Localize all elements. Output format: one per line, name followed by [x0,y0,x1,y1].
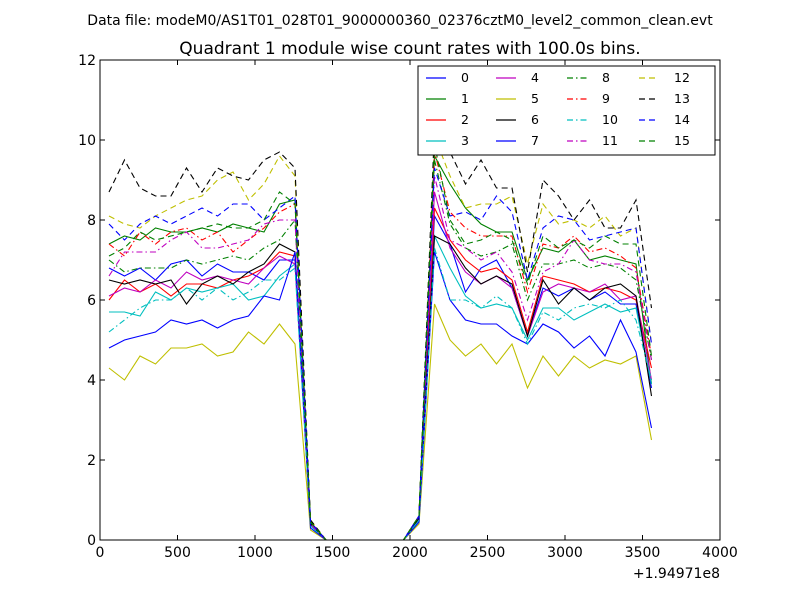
legend-entry-8: 8 [567,70,610,85]
figure-suptitle: Data file: modeM0/AS1T01_028T01_90000003… [87,13,713,29]
legend-entry-5: 5 [496,91,539,106]
legend-label: 0 [461,70,469,85]
legend-label: 12 [674,70,690,85]
x-tick-label: 3500 [625,545,661,561]
legend-label: 14 [674,112,690,127]
legend-label: 6 [531,112,539,127]
legend-label: 4 [531,70,539,85]
legend-entry-9: 9 [567,91,610,106]
x-tick-label: 0 [96,545,105,561]
legend-label: 9 [602,91,610,106]
legend-entry-4: 4 [496,70,539,85]
legend-entry-11: 11 [567,133,618,148]
y-tick-label: 8 [87,213,96,229]
ticks-layer: 0 500 1000 1500 2000 2500 3000 3500 400002468101… [78,53,738,561]
legend-label: 3 [461,133,469,148]
legend-label: 2 [461,112,469,127]
legend-entry-1: 1 [426,91,469,106]
legend-entry-12: 12 [639,70,690,85]
x-tick-label: 1000 [237,545,273,561]
x-tick-label: 2500 [470,545,506,561]
legend-entry-15: 15 [639,133,690,148]
legend-label: 10 [602,112,618,127]
legend-frame [417,65,716,156]
y-tick-label: 2 [87,453,96,469]
legend-label: 1 [461,91,469,106]
legend-label: 11 [602,133,618,148]
legend-entry-2: 2 [426,112,469,127]
legend-entry-14: 14 [639,112,690,127]
series-line-15 [108,143,653,541]
y-tick-label: 12 [78,53,96,69]
chart-title: Quadrant 1 module wise count rates with … [179,39,640,59]
legend-entry-7: 7 [496,133,539,148]
series-line-12 [108,135,653,541]
legend-entry-13: 13 [639,91,690,106]
x-offset-label: +1.94971e8 [633,566,720,582]
y-tick-label: 4 [87,373,96,389]
legend-label: 8 [602,70,610,85]
x-tick-label: 4000 [702,545,738,561]
legend-label: 15 [674,133,690,148]
y-tick-label: 10 [78,133,96,149]
legend-label: 5 [531,91,539,106]
legend-entry-0: 0 [426,70,469,85]
x-tick-label: 500 [164,545,191,561]
y-tick-label: 6 [87,293,96,309]
x-tick-label: 2000 [392,545,428,561]
x-tick-label: 1500 [315,545,351,561]
legend-label: 13 [674,91,690,106]
legend-label: 7 [531,133,539,148]
y-tick-label: 0 [87,533,96,549]
legend-entry-6: 6 [496,112,539,127]
legend-entry-10: 10 [567,112,618,127]
legend-entry-3: 3 [426,133,469,148]
x-tick-label: 3000 [547,545,583,561]
